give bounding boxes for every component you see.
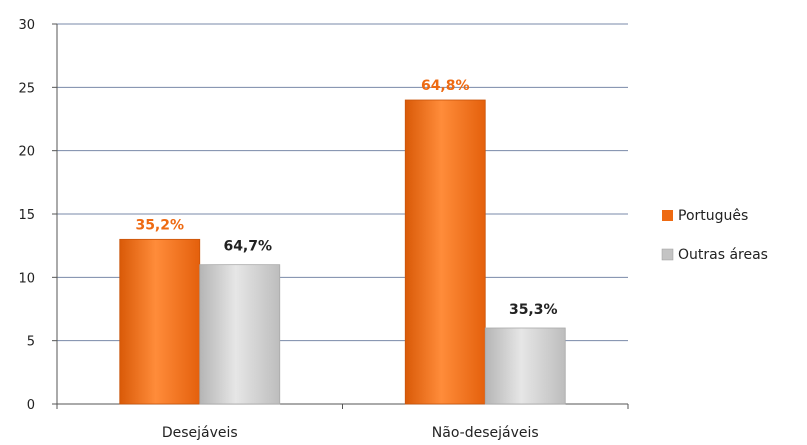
x-tick-label: Não-desejáveis [432,425,539,441]
y-tick-label: 30 [18,18,35,33]
x-tick-label: Desejáveis [162,425,238,441]
legend-label-portugues: Português [678,208,748,224]
y-axis: 0 5 10 15 20 25 30 [18,18,58,413]
legend-label-outras: Outras áreas [678,247,768,263]
y-tick-label: 0 [27,398,35,413]
y-tick-label: 20 [18,145,35,160]
bar-portugues-1 [119,238,201,405]
bar-outras-1 [199,264,281,405]
y-tick-label: 15 [18,208,35,223]
x-axis: Desejáveis Não-desejáveis [56,403,629,441]
bars [119,99,566,405]
data-label-outras-1: 64,7% [223,239,272,255]
legend: Português Outras áreas [661,208,768,263]
bar-portugues-2 [404,99,486,405]
data-label-portugues-1: 35,2% [135,217,184,233]
data-label-outras-2: 35,3% [509,302,558,318]
legend-swatch-outras [661,248,674,261]
y-tick-label: 10 [18,271,35,286]
data-labels: 35,2% 64,7% 64,8% 35,3% [135,78,557,318]
legend-swatch-portugues [662,210,673,221]
bar-outras-2 [484,327,566,405]
y-tick-label: 5 [27,335,35,350]
data-label-portugues-2: 64,8% [421,78,470,94]
y-tick-label: 25 [18,81,35,96]
